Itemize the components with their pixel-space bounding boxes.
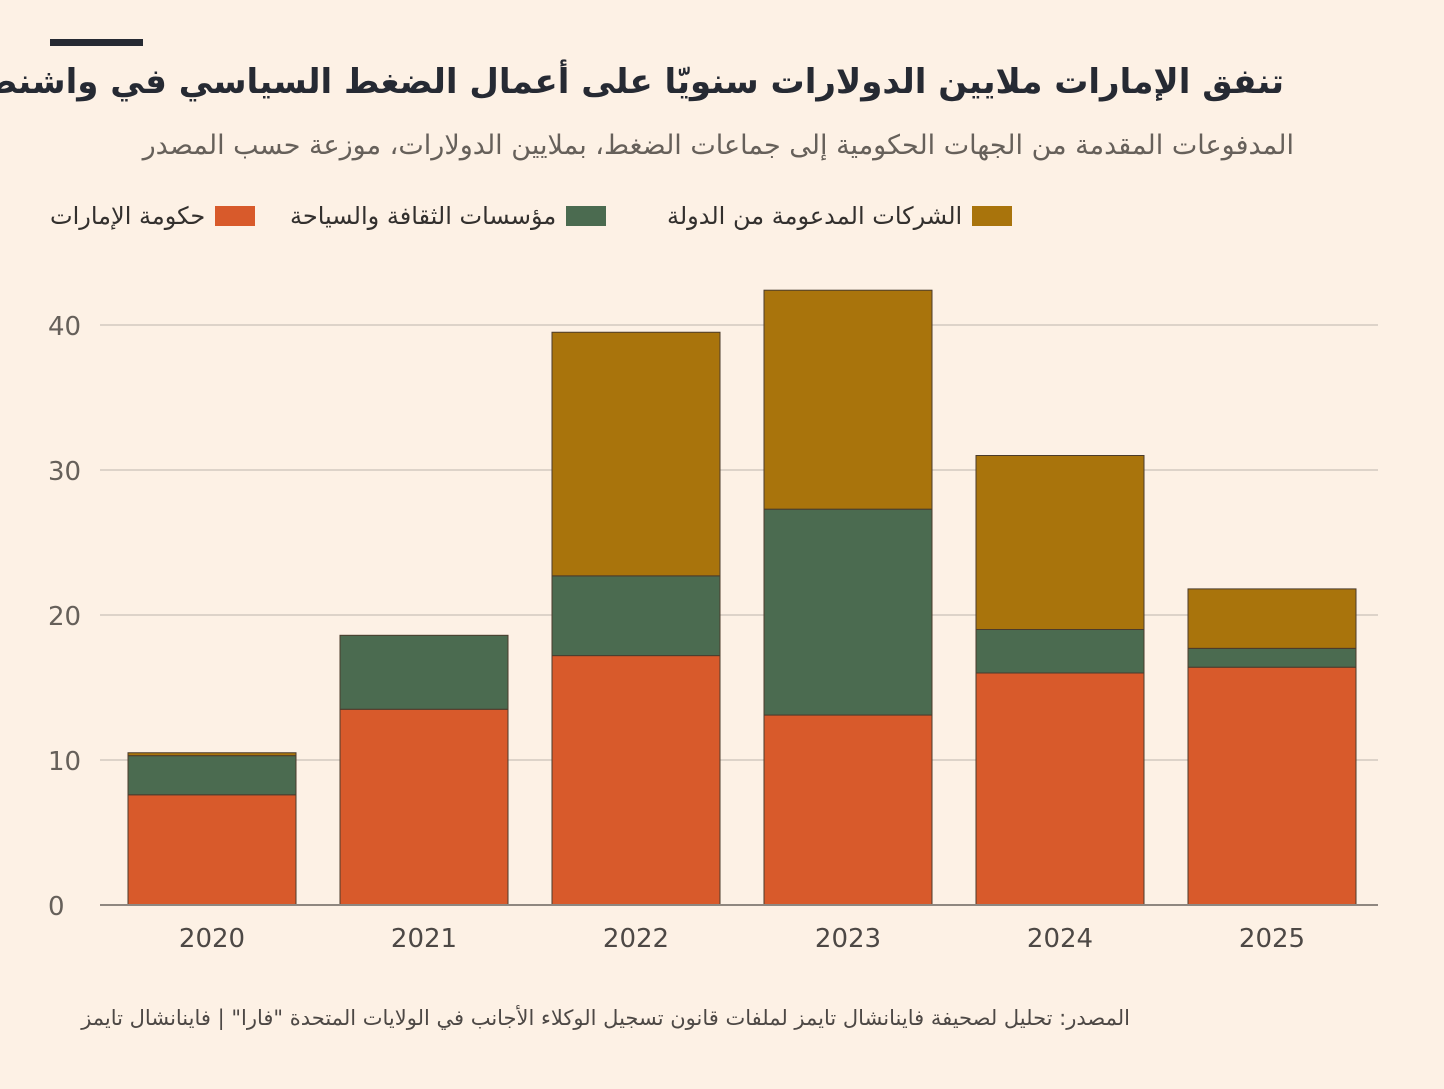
bar-segment-2023-uae-government: [763, 714, 933, 906]
bar-segment-2020-uae-government: [127, 794, 297, 906]
bar-segment-2021-culture-tourism: [339, 634, 509, 710]
bar-segment-2022-culture-tourism: [551, 575, 721, 657]
bar-segment-2024-uae-government: [975, 672, 1145, 906]
x-tick-label: 2020: [179, 924, 245, 954]
bar-segment-2025-culture-tourism: [1187, 647, 1357, 668]
legend-item-state-companies: الشركات المدعومة من الدولة: [667, 196, 1013, 236]
bar-segment-2022-state-companies: [551, 331, 721, 577]
stacked-bar-chart: 0 10 20 30 40 2020 2021 2022 2023 2024 2025: [48, 289, 1378, 954]
bar-segment-2025-state-companies: [1187, 588, 1357, 649]
x-tick-label: 2024: [1027, 924, 1093, 954]
bar-segment-2025-uae-government: [1187, 666, 1357, 906]
bar-segment-2023-state-companies: [763, 289, 933, 510]
bar-segment-2024-state-companies: [975, 455, 1145, 630]
bar-segment-2022-uae-government: [551, 655, 721, 906]
legend-label-state-companies: الشركات المدعومة من الدولة: [667, 202, 963, 230]
y-tick-label: 20: [48, 602, 81, 632]
x-tick-label: 2023: [815, 924, 881, 954]
y-tick-label: 40: [48, 312, 81, 342]
brand-bar: [50, 39, 143, 46]
legend-swatch-culture-tourism: [566, 206, 607, 226]
x-tick-label: 2022: [603, 924, 669, 954]
x-tick-label: 2025: [1239, 924, 1305, 954]
y-tick-label: 10: [48, 747, 81, 777]
y-tick-label: 0: [48, 892, 65, 922]
bar-segment-2024-culture-tourism: [975, 629, 1145, 674]
bar-segment-2023-culture-tourism: [763, 508, 933, 716]
bar-segment-2020-culture-tourism: [127, 755, 297, 796]
legend-swatch-state-companies: [972, 206, 1013, 226]
legend-item-culture-tourism: مؤسسات الثقافة والسياحة: [290, 196, 607, 236]
legend-label-culture-tourism: مؤسسات الثقافة والسياحة: [290, 202, 557, 230]
y-tick-label: 30: [48, 457, 81, 487]
chart-subtitle: المدفوعات المقدمة من الجهات الحكومية إلى…: [142, 130, 1294, 161]
bar-segment-2020-state-companies: [127, 752, 297, 757]
legend-swatch-uae-government: [215, 206, 256, 226]
source-note: المصدر: تحليل لصحيفة فاينانشال تايمز لمل…: [81, 1006, 1130, 1030]
legend-item-uae-government: حكومة الإمارات: [50, 196, 256, 236]
bar-segment-2021-uae-government: [339, 708, 509, 906]
legend: حكومة الإمارات مؤسسات الثقافة والسياحة ا…: [0, 196, 1444, 236]
chart-title: تنفق الإمارات ملايين الدولارات سنويّا عل…: [0, 62, 1284, 102]
legend-label-uae-government: حكومة الإمارات: [50, 202, 206, 230]
x-tick-label: 2021: [391, 924, 457, 954]
